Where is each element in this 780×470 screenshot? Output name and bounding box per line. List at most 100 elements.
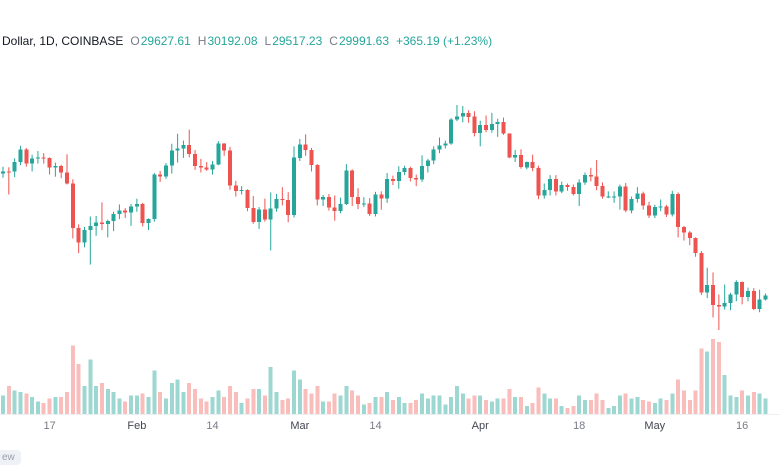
- candle-body: [70, 183, 75, 228]
- volume-bar: [315, 385, 320, 415]
- candle-body: [129, 206, 134, 213]
- volume-bar: [344, 385, 349, 415]
- candle-body: [641, 193, 646, 206]
- volume-bar: [641, 399, 646, 414]
- volume-bar: [163, 398, 168, 415]
- candle-body: [222, 143, 227, 151]
- candle-body: [652, 206, 657, 216]
- candle-body: [193, 154, 198, 166]
- candle-body: [484, 125, 489, 130]
- volume-bar: [745, 395, 750, 414]
- candle-body: [373, 194, 378, 215]
- volume-bar: [460, 393, 465, 414]
- volume-bar: [251, 389, 256, 414]
- volume-bar: [193, 389, 198, 414]
- volume-bar: [356, 395, 361, 414]
- candle-body: [332, 207, 337, 212]
- candle-body: [722, 302, 727, 307]
- candle-body: [204, 167, 209, 170]
- volume-bar: [664, 399, 669, 414]
- candle-body: [623, 186, 628, 211]
- x-axis-label: Apr: [472, 420, 489, 432]
- volume-bar: [553, 398, 558, 415]
- volume-bar: [88, 359, 93, 414]
- candle-body: [35, 157, 40, 159]
- cropped-bottom-left-element[interactable]: ew: [0, 450, 21, 465]
- candle-body: [588, 175, 593, 177]
- candle-body: [612, 196, 617, 198]
- candle-body: [565, 185, 570, 187]
- candle-body: [449, 119, 454, 144]
- low-value: 29517.23: [272, 34, 323, 48]
- candle-body: [711, 284, 716, 305]
- candle-body: [664, 206, 669, 215]
- candle-body: [134, 203, 139, 207]
- volume-bar: [140, 393, 145, 414]
- volume-bar: [420, 393, 425, 414]
- volume-bar: [751, 392, 756, 415]
- close-value: 29991.63: [338, 34, 389, 48]
- volume-bar: [396, 396, 401, 414]
- volume-bar: [705, 351, 710, 414]
- candle-body: [146, 218, 151, 223]
- volume-bar: [169, 382, 174, 414]
- volume-bar: [257, 389, 262, 414]
- candle-body: [571, 186, 576, 195]
- candle-body: [751, 291, 756, 309]
- candle-body: [472, 116, 477, 133]
- candle-body: [745, 291, 750, 297]
- volume-bar: [402, 403, 407, 414]
- volume-bar: [309, 393, 314, 414]
- volume-bar: [740, 390, 745, 414]
- volume-bar: [670, 393, 675, 414]
- volume-bar: [734, 396, 739, 414]
- volume-bar: [728, 395, 733, 414]
- x-axis-label: 14: [206, 420, 218, 432]
- candle-body: [495, 121, 500, 124]
- volume-bar: [30, 396, 35, 414]
- volume-bar: [268, 367, 273, 415]
- volume-bar: [565, 407, 570, 414]
- volume-bar: [297, 379, 302, 415]
- candle-body: [361, 203, 366, 205]
- candle-body: [408, 167, 413, 178]
- symbol-description[interactable]: Dollar, 1D, COINBASE: [2, 34, 124, 48]
- volume-bar: [338, 395, 343, 414]
- candle-body: [99, 222, 104, 224]
- candle-body: [635, 193, 640, 199]
- volume-bar: [588, 399, 593, 414]
- candle-body: [763, 295, 768, 300]
- volume-bar: [65, 392, 70, 415]
- candle-body: [583, 175, 587, 183]
- volume-bar: [763, 398, 768, 415]
- high-label: H: [197, 34, 207, 48]
- candle-body: [647, 205, 652, 216]
- volume-bar: [117, 398, 122, 415]
- volume-bar: [414, 399, 419, 414]
- x-axis-label: Mar: [290, 420, 309, 432]
- candle-body: [239, 189, 244, 192]
- volume-bar: [303, 389, 308, 414]
- candle-body: [396, 172, 401, 181]
- x-axis-label: 14: [369, 420, 381, 432]
- candle-body: [454, 116, 459, 120]
- volume-bar: [227, 385, 232, 415]
- change-value: +365.19 (+1.23%): [396, 34, 493, 48]
- candle-body: [553, 178, 558, 192]
- volume-bar: [105, 389, 110, 414]
- volume-bar: [239, 403, 244, 414]
- volume-bar: [53, 396, 58, 414]
- candle-body: [594, 176, 599, 186]
- volume-bar: [99, 382, 104, 414]
- x-axis-label: Feb: [127, 420, 146, 432]
- candle-body: [559, 185, 564, 192]
- candle-body: [6, 171, 11, 173]
- volume-bar: [466, 398, 471, 415]
- candle-body: [76, 227, 81, 243]
- volume-bar: [94, 385, 99, 415]
- volume-bar: [367, 403, 372, 414]
- candle-body: [420, 166, 425, 180]
- volume-bar: [571, 406, 576, 414]
